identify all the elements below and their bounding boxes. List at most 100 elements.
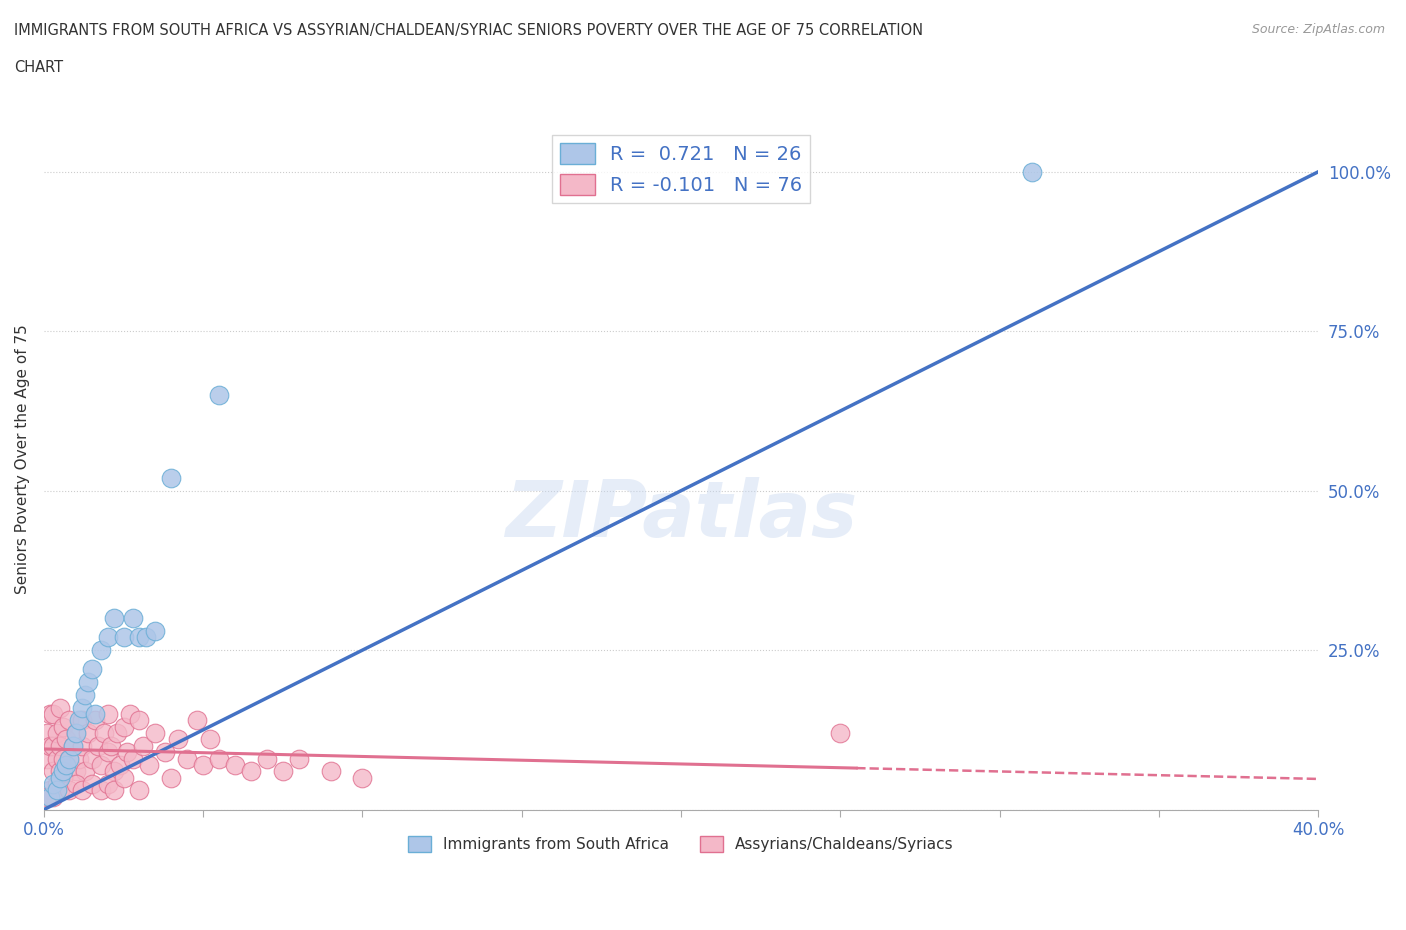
Point [52,751,75,766]
Point [186,712,208,727]
Point [42,777,65,791]
Point [90,757,112,772]
Y-axis label: Seniors Poverty Over the Age of 75: Seniors Poverty Over the Age of 75 [15,324,30,593]
Point [35,751,58,766]
Point [70,700,93,715]
Point [105,725,128,740]
Point [97,707,120,722]
Point [131,738,153,753]
Point [62,738,84,753]
Point [287,751,309,766]
Point [128,783,150,798]
Point [97,777,120,791]
Point [39,707,62,722]
Point [352,770,374,785]
Point [112,719,135,734]
Point [100,738,122,753]
Point [39,790,62,804]
Point [122,751,145,766]
Point [1021,165,1043,179]
Point [97,630,120,644]
Point [271,764,294,778]
Point [208,388,231,403]
Point [93,725,115,740]
Text: CHART: CHART [14,60,63,75]
Point [103,783,125,798]
Point [83,712,105,727]
Point [160,770,183,785]
Point [208,751,231,766]
Point [160,471,183,485]
Point [112,630,135,644]
Point [80,662,103,677]
Text: Source: ZipAtlas.com: Source: ZipAtlas.com [1251,23,1385,36]
Point [128,712,150,727]
Text: ZIPatlas: ZIPatlas [505,477,858,553]
Point [80,751,103,766]
Point [58,712,80,727]
Point [97,745,120,760]
Point [55,732,77,747]
Point [90,783,112,798]
Point [58,751,80,766]
Point [153,745,176,760]
Point [62,738,84,753]
Point [75,687,97,702]
Point [75,764,97,778]
Point [83,707,105,722]
Point [45,751,67,766]
Point [70,712,93,727]
Point [319,764,342,778]
Point [110,757,132,772]
Point [55,757,77,772]
Point [52,719,75,734]
Point [42,790,65,804]
Point [39,738,62,753]
Point [65,777,87,791]
Point [45,725,67,740]
Point [145,725,167,740]
Point [35,790,58,804]
Point [39,783,62,798]
Point [87,738,110,753]
Point [49,738,72,753]
Point [122,611,145,626]
Point [65,764,87,778]
Point [90,643,112,658]
Point [115,745,138,760]
Point [193,757,215,772]
Point [70,783,93,798]
Point [166,732,188,747]
Legend: Immigrants from South Africa, Assyrians/Chaldeans/Syriacs: Immigrants from South Africa, Assyrians/… [402,830,960,858]
Point [49,770,72,785]
Point [80,777,103,791]
Point [42,707,65,722]
Point [65,725,87,740]
Point [118,707,141,722]
Point [45,783,67,798]
Text: IMMIGRANTS FROM SOUTH AFRICA VS ASSYRIAN/CHALDEAN/SYRIAC SENIORS POVERTY OVER TH: IMMIGRANTS FROM SOUTH AFRICA VS ASSYRIAN… [14,23,924,38]
Point [52,770,75,785]
Point [145,623,167,638]
Point [240,764,263,778]
Point [138,757,160,772]
Point [830,725,852,740]
Point [52,764,75,778]
Point [42,738,65,753]
Point [49,764,72,778]
Point [70,738,93,753]
Point [67,712,90,727]
Point [128,630,150,644]
Point [58,783,80,798]
Point [58,751,80,766]
Point [67,751,90,766]
Point [176,751,198,766]
Point [42,764,65,778]
Point [35,725,58,740]
Point [45,777,67,791]
Point [49,783,72,798]
Point [224,757,246,772]
Point [49,700,72,715]
Point [256,751,278,766]
Point [103,611,125,626]
